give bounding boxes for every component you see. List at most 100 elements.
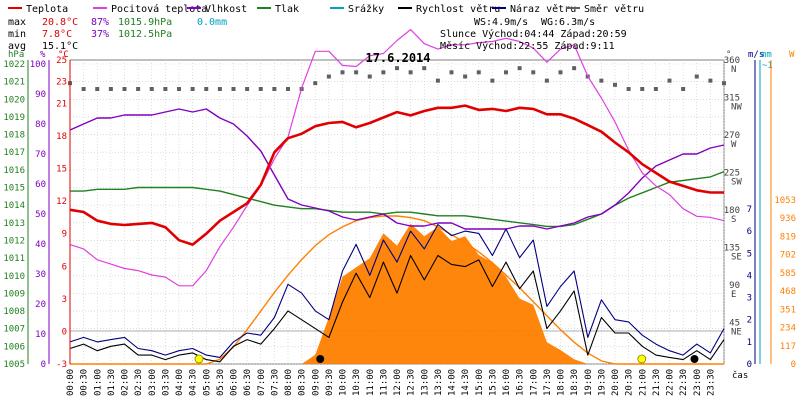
x-tick-label: 23:30 <box>706 369 716 396</box>
axis-hpa-tick: 1021 <box>3 78 25 88</box>
x-tick-label: 16:00 <box>502 369 512 396</box>
x-tick-label: 18:30 <box>570 369 580 396</box>
wind-direction-point <box>517 66 522 71</box>
x-tick-label: 01:00 <box>93 369 103 396</box>
x-tick-label: 22:00 <box>666 369 676 396</box>
stat-max-rain: 0.0mm <box>197 17 227 28</box>
wind-direction-point <box>681 87 686 91</box>
x-tick-label: 13:00 <box>420 369 430 396</box>
x-tick-label: 12:00 <box>393 369 403 396</box>
stat-avg-temp: 15.1°C <box>42 41 78 52</box>
axis-direction-name: W <box>731 140 737 150</box>
x-tick-label: 13:30 <box>434 369 444 396</box>
wind-direction-point <box>653 87 658 91</box>
axis-ms-tick: 2 <box>747 316 752 326</box>
wind-direction-point <box>163 87 168 91</box>
wind-direction-point <box>149 87 154 91</box>
wind-direction-point <box>722 81 726 86</box>
wind-direction-point <box>313 81 318 86</box>
axis-watt-label: W <box>789 50 795 60</box>
x-tick-label: 09:30 <box>325 369 335 396</box>
x-tick-label: 10:00 <box>339 369 349 396</box>
series-lines <box>68 29 726 365</box>
axis-ms-tick: 5 <box>747 249 752 259</box>
x-tick-label: 11:00 <box>366 369 376 396</box>
x-tick-label: 08:30 <box>298 369 308 396</box>
axis-hpa-tick: 1008 <box>3 307 25 317</box>
stat-min-label: min <box>8 29 26 40</box>
x-tick-label: 20:00 <box>611 369 621 396</box>
axis-percent-tick: 100 <box>30 60 46 70</box>
x-tick-label: 16:30 <box>516 369 526 396</box>
x-tick-label: 03:00 <box>148 369 158 396</box>
x-tick-label: 22:30 <box>679 369 689 396</box>
axis-percent-tick: 10 <box>35 330 46 340</box>
axis-direction-label: ° <box>726 50 731 60</box>
x-tick-label: 04:30 <box>189 369 199 396</box>
axis-percent-tick: 20 <box>35 300 46 310</box>
x-tick-label: 21:00 <box>638 369 648 396</box>
x-tick-label: 15:00 <box>475 369 485 396</box>
x-tick-label: 02:30 <box>134 369 144 396</box>
wind-direction-point <box>490 78 495 83</box>
axis-direction-name: NW <box>731 103 742 113</box>
series-radiation-area <box>70 223 724 364</box>
wind-direction-point <box>544 78 549 83</box>
stats-block: max min avg 20.8°C 7.8°C 15.1°C 87% 37% … <box>8 17 627 52</box>
series-sun-curve <box>70 215 724 365</box>
axis-ms-tick: 1 <box>747 338 752 348</box>
x-tick-label: 06:00 <box>230 369 240 396</box>
wind-direction-point <box>245 87 250 91</box>
series-feels-like-line <box>69 29 725 287</box>
x-tick-label: 14:30 <box>461 369 471 396</box>
stat-wg: WG:6.3m/s <box>541 17 595 28</box>
x-tick-label: 15:30 <box>488 369 498 396</box>
wind-direction-point <box>395 66 399 71</box>
wind-direction-point <box>449 70 454 75</box>
wind-direction-point <box>476 70 481 75</box>
wind-direction-point <box>408 70 413 75</box>
wind-direction-point <box>190 87 195 91</box>
axis-hpa-tick: 1016 <box>3 166 25 176</box>
axis-celsius-tick: 21 <box>56 99 67 109</box>
x-tick-label: 03:30 <box>161 369 171 396</box>
x-tick-label: 19:00 <box>584 369 594 396</box>
wind-direction-point <box>217 87 222 91</box>
axis-celsius-tick: -3 <box>56 360 67 370</box>
axis-direction-tick: 135 <box>724 244 740 254</box>
axis-celsius-tick: 12 <box>56 197 67 207</box>
axis-ms-tick: 7 <box>747 205 752 215</box>
x-tick-label: 00:30 <box>80 369 90 396</box>
axis-percent-tick: 70 <box>35 150 46 160</box>
stat-max-hum: 87% <box>91 17 109 28</box>
axis-celsius-tick: 15 <box>56 165 67 175</box>
axis-watt-tick: 1053 <box>774 196 796 206</box>
wind-direction-point <box>694 74 699 79</box>
x-tick-label: 14:00 <box>448 369 458 396</box>
axis-hpa-tick: 1010 <box>3 272 25 282</box>
axis-hpa-label: hPa <box>8 50 24 60</box>
fill-areas <box>70 223 724 364</box>
axis-hpa-tick: 1018 <box>3 131 25 141</box>
wind-direction-point <box>667 78 672 83</box>
wind-direction-point <box>640 87 645 91</box>
wind-direction-point <box>599 78 604 83</box>
legend-label: Náraz větru <box>510 3 576 15</box>
wind-direction-point <box>326 74 331 79</box>
stat-mesic: Měsíc Východ:22:55 Západ:9:11 <box>440 40 615 52</box>
wind-direction-point <box>613 82 617 87</box>
legend-label: Vlhkost <box>205 4 247 15</box>
axis-mm-label: mm <box>761 50 772 60</box>
axis-celsius-tick: 18 <box>56 132 67 142</box>
stat-min-hum: 37% <box>91 29 109 40</box>
wind-direction-point <box>286 87 290 91</box>
x-tick-label: 17:00 <box>529 369 539 396</box>
axis-hpa-tick: 1007 <box>3 325 25 335</box>
wind-direction-point <box>422 66 427 71</box>
x-tick-label: 19:30 <box>597 369 607 396</box>
chart-title: 17.6.2014 <box>365 51 430 65</box>
series-humidity-line <box>69 108 725 230</box>
axis-direction-name: NE <box>731 328 742 338</box>
